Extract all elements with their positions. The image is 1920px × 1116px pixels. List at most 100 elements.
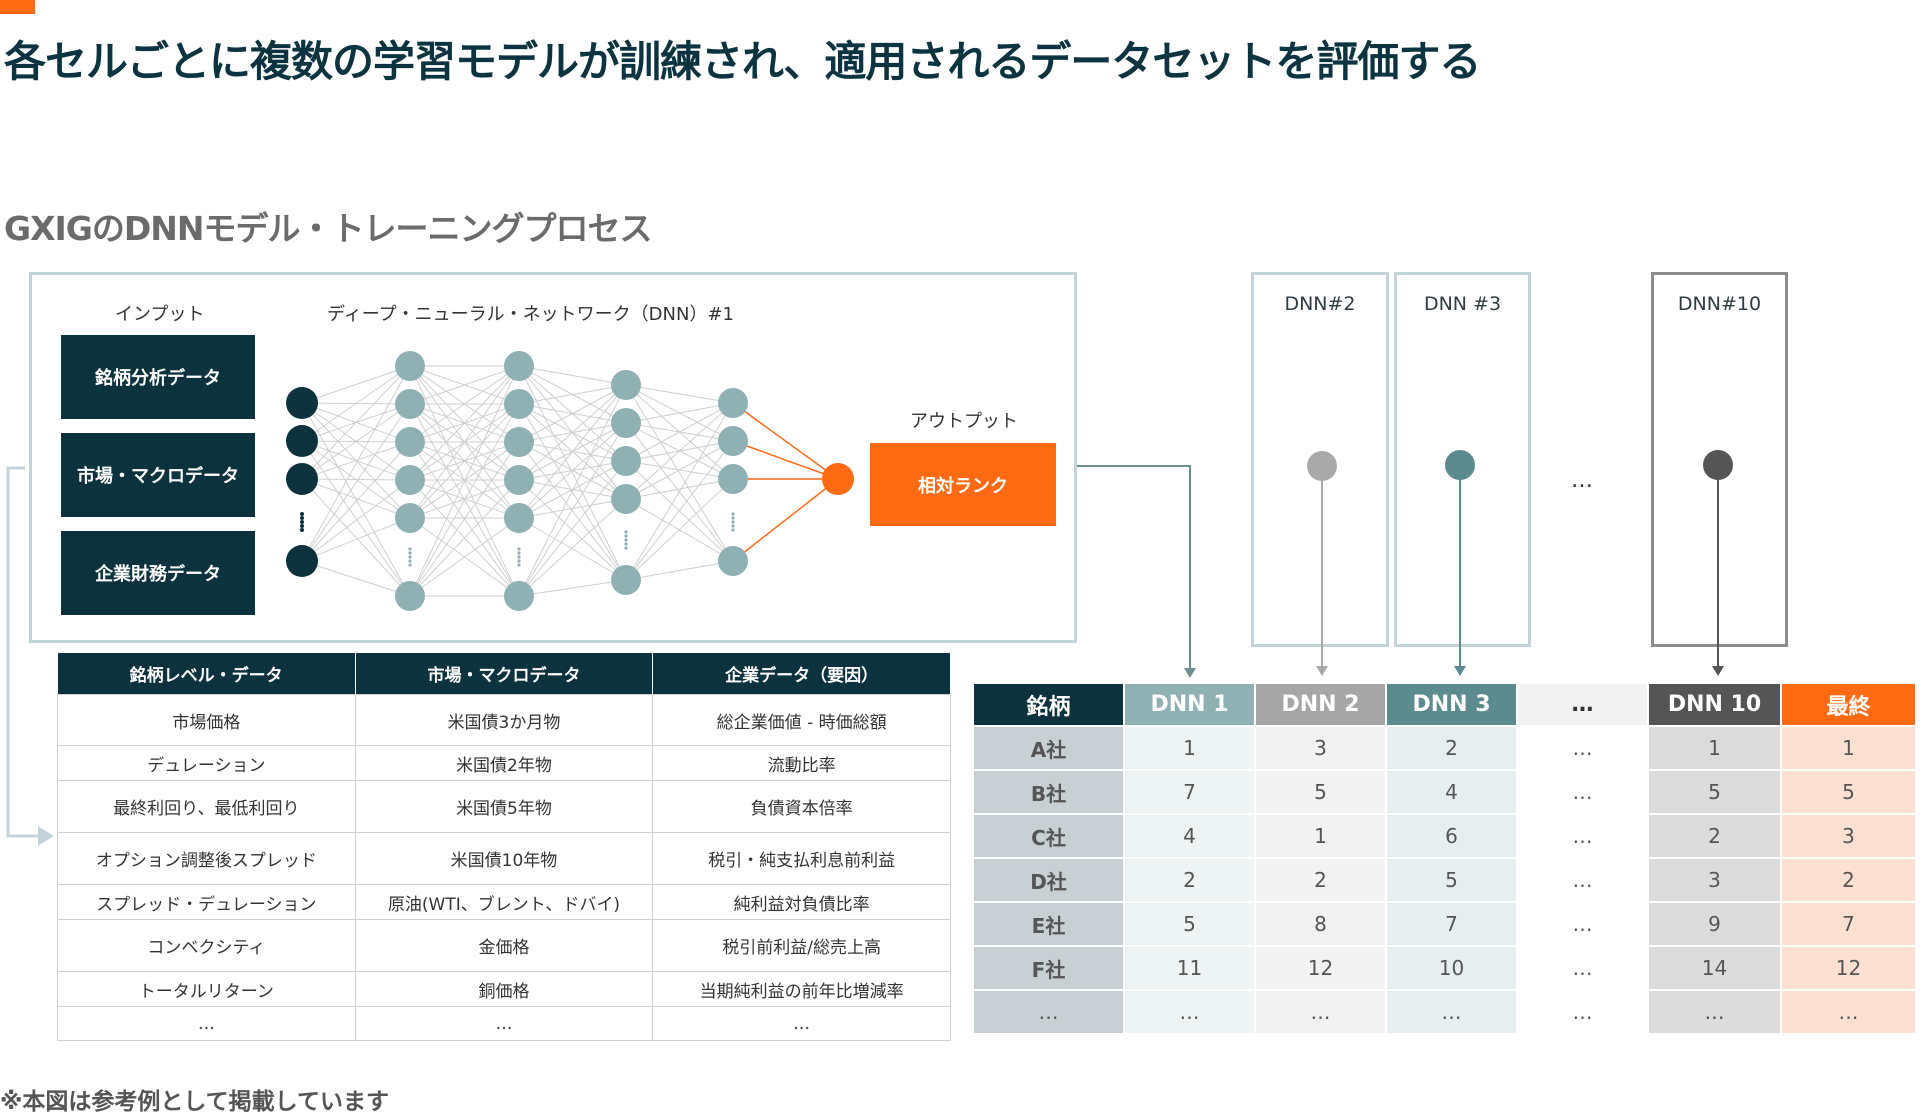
ellipsis-dot [731, 520, 735, 524]
ellipsis-dot [517, 555, 521, 559]
table-cell: 最終利回り、最低利回り [57, 780, 356, 833]
table-cell: 総企業価値 - 時価総額 [652, 694, 951, 746]
table-cell: 7 [1781, 901, 1917, 946]
table-cell: 10 [1386, 945, 1518, 990]
output-edge [732, 478, 839, 562]
input-box-market-macro: 市場・マクロデータ [61, 433, 255, 517]
table-cell: D社 [974, 857, 1125, 902]
network-edge [518, 460, 627, 597]
hidden-node [504, 427, 534, 457]
ellipsis-dot [300, 524, 304, 528]
hidden-node [504, 465, 534, 495]
footnote: ※本図は参考例として掲載しています [0, 1089, 389, 1115]
table-cell: C社 [974, 813, 1125, 858]
input-label: インプット [115, 304, 205, 325]
table-cell: 5 [1781, 769, 1917, 814]
ellipsis-dot [731, 516, 735, 520]
table-row: コンベクシティ 金価格 税引前利益/総売上高 [57, 919, 951, 972]
network-edge [301, 478, 411, 481]
network-edge [518, 403, 627, 581]
network-edge [625, 478, 734, 500]
table-row: デュレーション 米国債2年物 流動比率 [57, 745, 951, 781]
hidden-node [611, 408, 641, 438]
table-cell: E社 [974, 901, 1125, 946]
table-cell: … [1517, 901, 1649, 946]
ellipsis-dot [517, 547, 521, 551]
table-cell: 4 [1124, 813, 1256, 858]
table-cell: 米国債10年物 [354, 832, 654, 885]
ellipsis-dot [517, 559, 521, 563]
hidden-node [395, 581, 425, 611]
dnn2-arrow-head [1316, 666, 1328, 676]
table-cell: 米国債5年物 [354, 780, 654, 833]
table-cell: 5 [1648, 769, 1782, 814]
models-ellipsis: … [1571, 468, 1593, 493]
network-edge [625, 560, 734, 581]
table-row: D社 2 2 5 … 3 2 [974, 857, 1917, 902]
network-edge [518, 384, 627, 443]
ellipsis-dot [624, 546, 628, 550]
table-cell: 銅価格 [354, 971, 654, 1007]
table-cell: … [1517, 857, 1649, 902]
table-cell: 負債資本倍率 [652, 780, 951, 833]
network-edge [409, 365, 520, 405]
hidden-node [718, 464, 748, 494]
ellipsis-dot [408, 555, 412, 559]
rank-header-dnn3: DNN 3 [1386, 684, 1518, 726]
table-cell: 2 [1255, 857, 1387, 902]
ellipsis-dot [624, 534, 628, 538]
hidden-node [611, 565, 641, 595]
table-cell: 1 [1124, 725, 1256, 770]
hidden-node [395, 351, 425, 381]
network-edge [409, 365, 520, 519]
input-data-table: 銘柄レベル・データ 市場・マクロデータ 企業データ（要因） 市場価格 米国債3か… [57, 653, 951, 1041]
table-cell: … [1255, 989, 1387, 1033]
network-edge [625, 478, 734, 581]
table-cell: オプション調整後スプレッド [57, 832, 356, 885]
network-label: ディープ・ニューラル・ネットワーク（DNN）#1 [327, 304, 734, 325]
diagram-subtitle: GXIGのDNNモデル・トレーニングプロセス [4, 209, 653, 248]
network-edge [518, 579, 627, 597]
rank-header-dnn10: DNN 10 [1648, 684, 1782, 726]
hidden-node [395, 427, 425, 457]
network-edge [518, 384, 627, 405]
network-edge [409, 365, 520, 597]
page-title: 各セルごとに複数の学習モデルが訓練され、適用されるデータセットを評価する [4, 37, 1481, 86]
network-edge [301, 517, 411, 562]
table-cell: 純利益対負債比率 [652, 884, 951, 920]
network-edge [301, 479, 411, 562]
table-cell: 税引・純支払利息前利益 [652, 832, 951, 885]
table-cell: 税引前利益/総売上高 [652, 919, 951, 972]
network-edge [518, 365, 627, 386]
network-edge [518, 479, 627, 581]
dnn3-label: DNN #3 [1423, 293, 1502, 315]
hidden-node [718, 546, 748, 576]
table-cell: … [1517, 945, 1649, 990]
output-label: アウトプット [910, 411, 1018, 432]
network-edge [409, 517, 520, 597]
table-row: E社 5 8 7 … 9 7 [974, 901, 1917, 946]
network-edge [409, 441, 520, 597]
table-header: 市場・マクロデータ [355, 653, 654, 695]
table-cell: 3 [1781, 813, 1917, 858]
network-edge [518, 384, 627, 519]
dnn10-node [1703, 450, 1733, 480]
table-cell: 1 [1781, 725, 1917, 770]
dnn2-label: DNN#2 [1284, 293, 1356, 315]
table-cell: 米国債3か月物 [354, 694, 654, 746]
network-edge [301, 365, 411, 442]
dnn10-label: DNN#10 [1677, 293, 1762, 315]
table-cell: 1 [1648, 725, 1782, 770]
table-row: スプレッド・デュレーション 原油(WTI、ブレント、ドバイ) 純利益対負債比率 [57, 884, 951, 920]
hidden-node [718, 426, 748, 456]
network-edge [625, 402, 734, 462]
table-cell: … [1648, 989, 1782, 1033]
network-edge [518, 422, 627, 597]
network-edge [409, 365, 520, 481]
connector-lines [6, 450, 1733, 846]
table-cell: … [1781, 989, 1917, 1033]
network-edges [301, 365, 839, 597]
network-edge [301, 365, 411, 480]
table-row: 最終利回り、最低利回り 米国債5年物 負債資本倍率 [57, 780, 951, 833]
table-cell: 3 [1255, 725, 1387, 770]
